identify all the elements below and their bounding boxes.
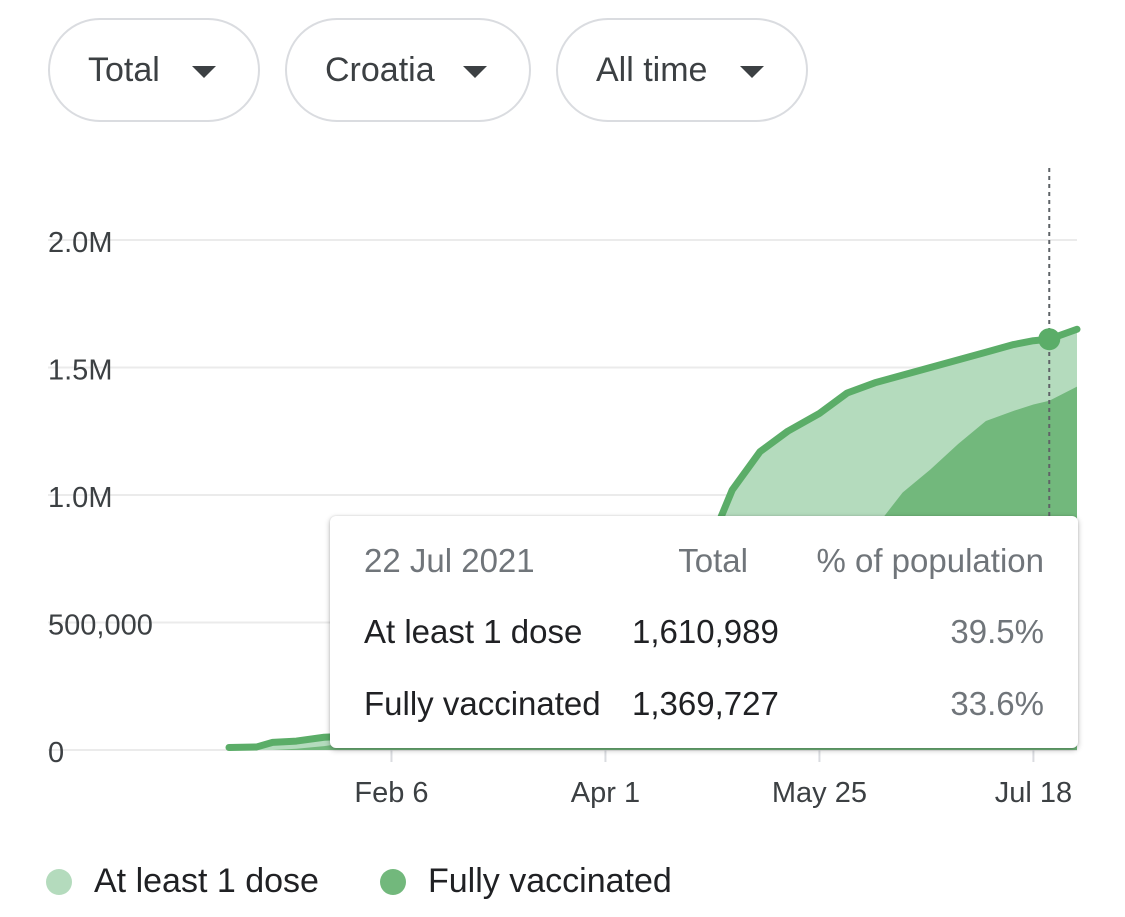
period-dropdown-label: All time: [596, 50, 708, 89]
tooltip-row-label: Fully vaccinated: [364, 685, 601, 722]
tooltip-row-total: 1,369,727: [632, 685, 779, 722]
legend-label: At least 1 dose: [94, 862, 319, 900]
chevron-down-icon: [463, 66, 487, 78]
hover-point-marker: [1038, 328, 1061, 351]
legend-label: Fully vaccinated: [428, 862, 672, 900]
tooltip-row-fully-vaccinated: Fully vaccinated 1,369,727 33.6%: [330, 685, 1078, 725]
y-tick-label: 1.5M: [48, 355, 112, 387]
chevron-down-icon: [740, 66, 764, 78]
x-tick-label: Feb 6: [354, 777, 428, 809]
measure-dropdown[interactable]: Total: [48, 18, 260, 122]
chevron-down-icon: [192, 66, 216, 78]
tooltip-percent-heading: % of population: [816, 542, 1044, 579]
tooltip-row-at-least-one-dose: At least 1 dose 1,610,989 39.5%: [330, 613, 1078, 653]
legend-swatch: [46, 868, 72, 895]
y-tick-label: 500,000: [48, 610, 153, 642]
y-tick-label: 2.0M: [48, 227, 112, 259]
location-dropdown[interactable]: Croatia: [285, 18, 531, 122]
tooltip-row-label: At least 1 dose: [364, 613, 583, 650]
tooltip-total-heading: Total: [678, 542, 748, 579]
x-tick-label: May 25: [772, 777, 867, 809]
period-dropdown[interactable]: All time: [556, 18, 808, 122]
chart-tooltip: 22 Jul 2021 Total % of population At lea…: [330, 516, 1078, 748]
measure-dropdown-label: Total: [88, 50, 160, 89]
legend-item-at-least-one-dose[interactable]: At least 1 dose: [46, 862, 319, 901]
x-tick-label: Jul 18: [995, 777, 1072, 809]
tooltip-row-total: 1,610,989: [632, 613, 779, 650]
tooltip-header: 22 Jul 2021 Total % of population: [330, 542, 1078, 582]
location-dropdown-label: Croatia: [325, 50, 435, 89]
x-tick-label: Apr 1: [571, 777, 640, 809]
legend-swatch: [380, 868, 406, 895]
tooltip-date: 22 Jul 2021: [364, 542, 535, 579]
legend-item-fully-vaccinated[interactable]: Fully vaccinated: [380, 862, 672, 901]
tooltip-row-percent: 33.6%: [950, 685, 1044, 722]
y-tick-label: 0: [48, 737, 64, 769]
tooltip-row-percent: 39.5%: [950, 613, 1044, 650]
y-tick-label: 1.0M: [48, 482, 112, 514]
